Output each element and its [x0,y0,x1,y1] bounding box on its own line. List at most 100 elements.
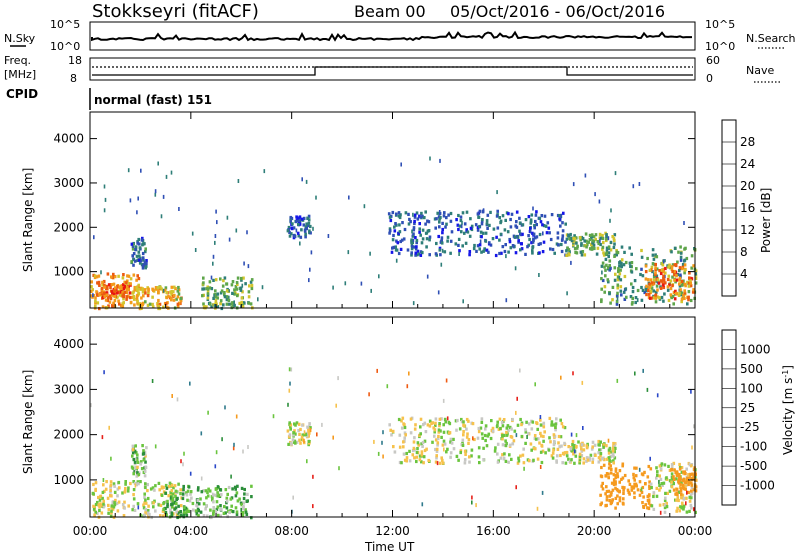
speckle [332,435,334,440]
scatter-cell [177,285,180,290]
scatter-cell [287,442,290,446]
scatter-cell [411,245,414,249]
speckle [129,198,132,203]
speckle [439,158,441,163]
scatter-cell [250,495,253,499]
scatter-cell [630,270,634,274]
scatter-cell [425,447,428,451]
speckle [440,262,443,267]
scatter-cell [634,296,638,300]
scatter-cell [177,292,181,296]
scatter-cell [437,434,440,438]
scatter-cell [537,242,541,246]
scatter-cell [670,468,673,472]
scatter-cell [293,429,296,433]
scatter-cell [640,248,643,253]
scatter-cell [463,461,467,465]
scatter-cell [225,295,229,299]
scatter-cell [654,253,657,257]
scatter-cell [650,486,653,490]
speckle [232,446,235,451]
speckle [315,195,317,200]
scatter-cell [215,500,219,504]
scatter-cell [164,510,168,514]
scatter-cell [140,286,143,290]
scatter-cell [219,277,222,281]
scatter-cell [473,243,476,248]
scatter-cell [625,295,628,299]
scatter-cell [655,494,659,498]
scatter-cell [167,494,170,498]
scatter-cell [663,510,667,514]
scatter-cell [535,223,538,227]
scatter-cell [640,490,644,494]
scatter-cell [136,465,139,469]
scatter-cell [416,217,420,221]
speckle [582,426,584,430]
scatter-cell [502,433,506,437]
scatter-cell [508,237,511,242]
scatter-cell [515,210,519,214]
scatter-cell [532,446,536,451]
scatter-cell [123,490,127,494]
scatter-cell [678,269,681,273]
scatter-cell [556,454,559,458]
scatter-cell [607,265,610,270]
scatter-cell [530,213,534,217]
scatter-cell [520,434,524,439]
scatter-cell [225,282,228,286]
speckle [446,416,449,421]
scatter-cell [436,437,440,441]
scatter-cell [690,483,693,487]
scatter-cell [465,228,468,232]
speckle [523,466,525,471]
scatter-cell [288,421,291,425]
speckle [240,507,242,512]
scatter-cell [616,291,619,295]
scatter-cell [402,422,405,426]
scatter-cell [133,285,137,290]
speckle [344,281,347,286]
scatter-cell [605,485,608,489]
scatter-cell [682,470,685,474]
scatter-cell [195,503,198,507]
scatter-cell [592,235,596,239]
speckle [636,298,639,303]
scatter-cell [661,263,665,267]
speckle [566,291,568,296]
scatter-cell [675,470,679,474]
scatter-cell [207,487,210,491]
scatter-cell [600,264,604,268]
scatter-cell [126,489,130,493]
scatter-cell [521,453,525,457]
scatter-cell [558,217,561,221]
scatter-cell [424,430,428,434]
scatter-cell [457,227,460,232]
scatter-cell [145,259,148,263]
scatter-cell [622,488,625,492]
speckle [515,410,517,415]
scatter-cell [206,490,209,494]
speckle [517,235,520,240]
scatter-cell [132,252,136,256]
scatter-cell [104,298,108,302]
scatter-cell [146,509,150,513]
scatter-cell [654,293,658,297]
scatter-cell [612,237,616,241]
scatter-cell [98,495,102,499]
scatter-cell [110,506,113,510]
scatter-cell [659,477,663,481]
scatter-cell [236,499,240,503]
scatter-cell [663,292,666,296]
scatter-cell [140,238,144,242]
scatter-cell [101,295,105,299]
scatter-cell [122,295,125,299]
scatter-cell [600,465,603,470]
scatter-cell [109,485,113,489]
scatter-cell [680,300,683,304]
scatter-cell [615,299,619,304]
scatter-cell [172,486,175,490]
scatter-cell [608,462,611,466]
scatter-cell [234,506,238,510]
scatter-cell [169,496,173,500]
